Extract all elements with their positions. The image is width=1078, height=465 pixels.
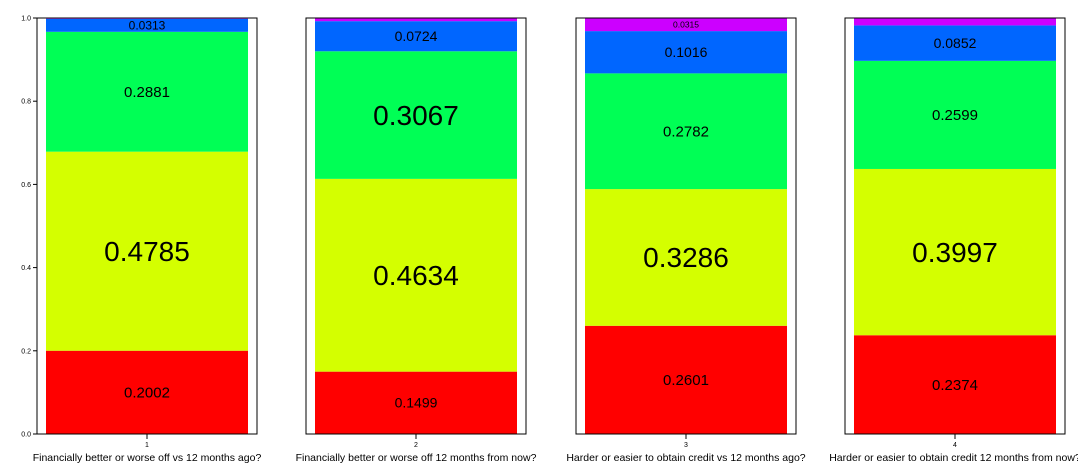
bar-value-label: 0.2601 (663, 372, 709, 389)
bar-value-label: 0.2599 (932, 107, 978, 124)
bar-value-label: 0.0313 (129, 19, 166, 33)
x-axis-label: Harder or easier to obtain credit vs 12 … (566, 452, 805, 464)
bar-segment-2-5 (315, 18, 517, 22)
bar-value-label: 0.1016 (665, 44, 708, 60)
bar-segment-3-5 (585, 18, 787, 32)
bar-segment-3-4 (585, 31, 787, 74)
bar-segment-4-5 (854, 18, 1056, 26)
bar-segment-3-3 (585, 73, 787, 190)
bar-value-label: 0.2782 (663, 123, 709, 140)
bar-segment-4-1 (854, 335, 1056, 434)
x-axis-label: Financially better or worse off vs 12 mo… (33, 452, 262, 464)
bar-segment-2-4 (315, 21, 517, 52)
bar-segment-1-2 (46, 151, 248, 351)
bar-value-label: 0.2881 (124, 84, 170, 101)
bar-segment-4-2 (854, 168, 1056, 336)
bar-segment-3-1 (585, 325, 787, 434)
bar-value-label: 0.2374 (932, 377, 978, 394)
y-tick-label: 0.6 (21, 182, 31, 189)
y-tick-label: 0.8 (21, 99, 31, 106)
x-tick-label: 3 (684, 442, 688, 449)
y-tick-label: 0.4 (21, 265, 31, 272)
x-axis-label: Financially better or worse off 12 month… (296, 452, 537, 464)
bar-segment-2-3 (315, 51, 517, 179)
bar-segment-2-1 (315, 371, 517, 434)
x-axis-label: Harder or easier to obtain credit 12 mon… (829, 452, 1078, 464)
bar-value-label: 0.3067 (373, 100, 459, 131)
bar-segment-1-1 (46, 350, 248, 434)
bar-value-label: 0.1499 (395, 395, 438, 411)
x-tick-label: 2 (414, 442, 418, 449)
y-tick-label: 0.0 (21, 432, 31, 439)
bar-value-label: 0.3286 (643, 242, 729, 273)
y-tick-label: 0.2 (21, 348, 31, 355)
bar-segment-3-2 (585, 189, 787, 326)
bar-segment-4-4 (854, 25, 1056, 61)
bar-value-label: 0.0724 (395, 28, 438, 44)
bar-value-label: 0.0852 (934, 35, 977, 51)
bar-segment-1-4 (46, 18, 248, 32)
x-tick-label: 4 (953, 442, 957, 449)
y-tick-label: 1.0 (21, 16, 31, 23)
bar-value-label: 0.0315 (673, 20, 699, 30)
x-tick-label: 1 (145, 442, 149, 449)
bar-value-label: 0.2002 (124, 385, 170, 402)
bar-segment-1-3 (46, 31, 248, 152)
bar-value-label: 0.4634 (373, 260, 459, 291)
bar-value-label: 0.4785 (104, 236, 190, 267)
bar-segment-2-2 (315, 178, 517, 372)
bar-segment-4-3 (854, 60, 1056, 169)
bar-value-label: 0.3997 (912, 237, 998, 268)
